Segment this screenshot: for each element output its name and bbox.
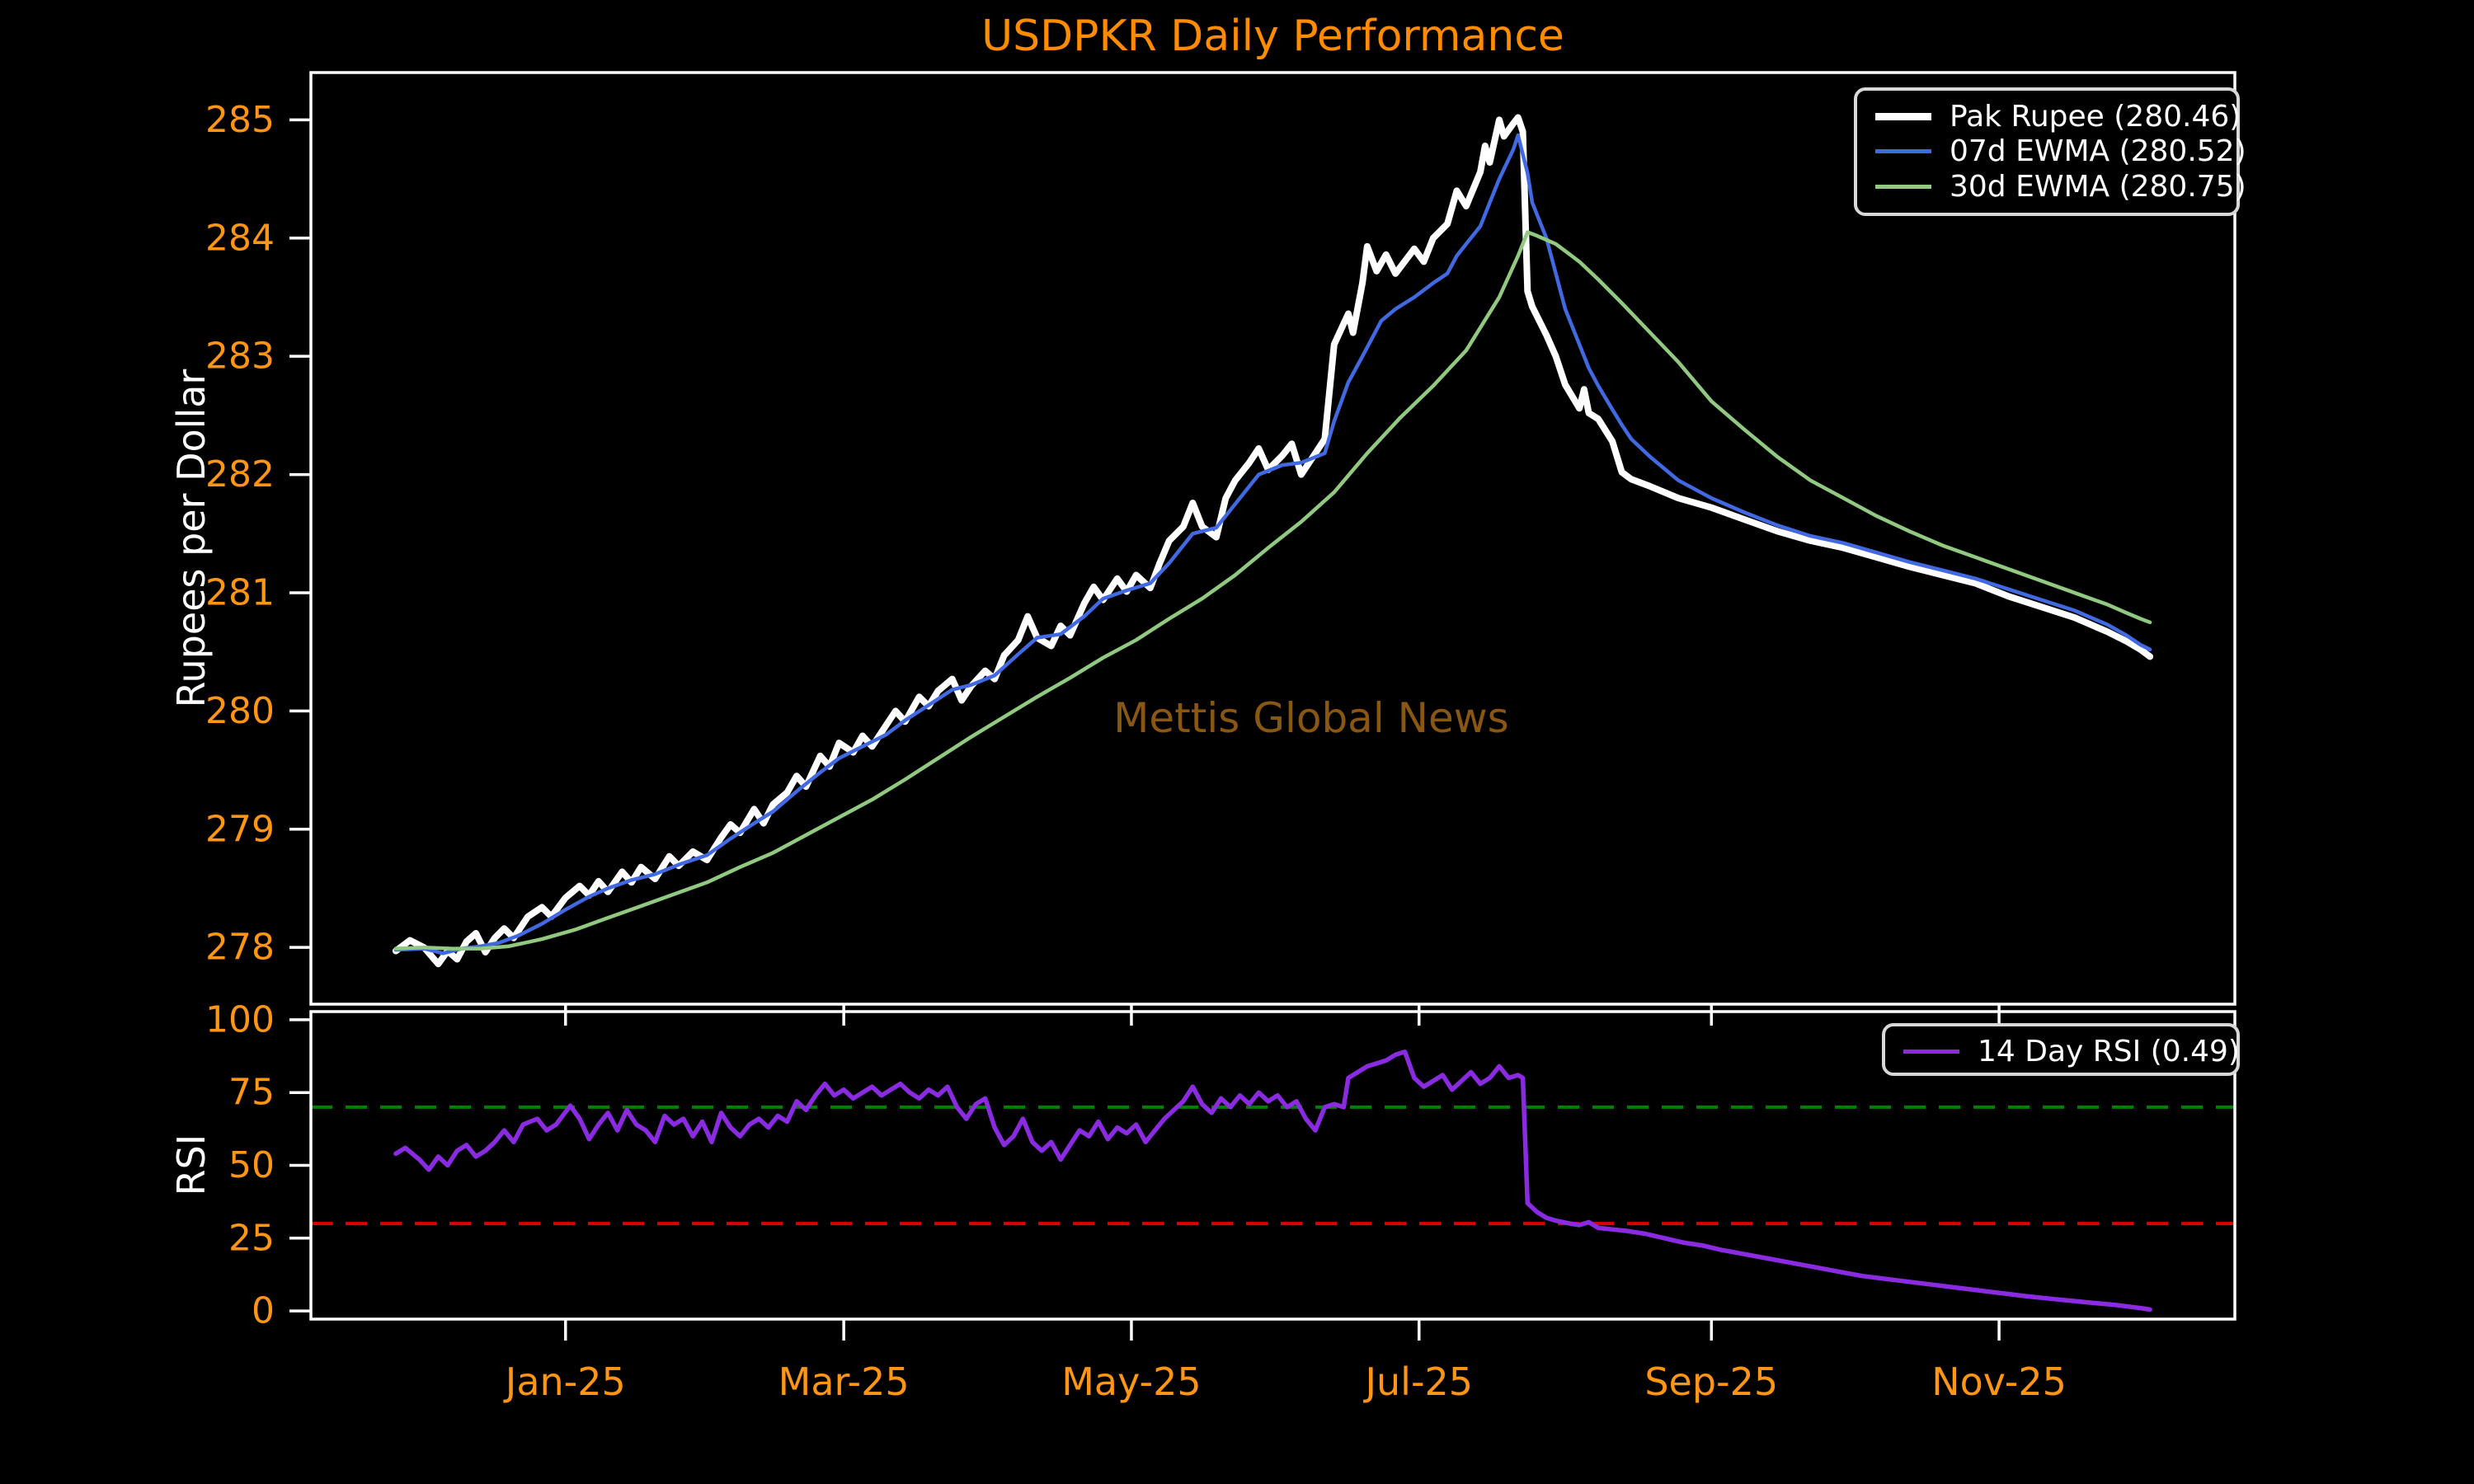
price-axis-title: Rupees per Dollar — [169, 369, 214, 708]
rsi-line-swatch — [1903, 1050, 1959, 1054]
watermark-text: Mettis Global News — [1113, 694, 1509, 742]
panel-spines — [309, 71, 2236, 1006]
x-tick-label: Jan-25 — [503, 1360, 626, 1404]
legend-item-ewma07: 07d EWMA (280.52) — [1875, 134, 2246, 168]
series-line-14-day-rsi — [393, 1049, 2152, 1313]
y-tick-label: 278 — [205, 927, 275, 969]
y-tick-label: 284 — [205, 217, 275, 259]
ewma07-line-swatch — [1875, 149, 1931, 154]
y-tick-label: 283 — [205, 336, 275, 378]
y-tick-label: 25 — [228, 1217, 275, 1259]
legend-label-ewma30: 30d EWMA (280.75) — [1950, 170, 2246, 204]
series-line-pak-rupee — [392, 114, 2154, 968]
pak-rupee-line-swatch — [1875, 112, 1931, 120]
y-tick-label: 0 — [252, 1290, 275, 1332]
y-tick-label: 75 — [228, 1072, 275, 1114]
y-tick-label: 279 — [205, 808, 275, 850]
series-line-07d-ewma — [393, 133, 2152, 956]
page-title: USDPKR Daily Performance — [981, 12, 1564, 61]
y-tick-label: 50 — [228, 1144, 275, 1186]
x-tick-label: Mar-25 — [778, 1360, 910, 1404]
panel-spines — [309, 1010, 2236, 1321]
x-tick-label: Sep-25 — [1644, 1360, 1778, 1404]
y-tick-label: 100 — [205, 998, 275, 1040]
series-line-30d-ewma — [393, 230, 2152, 951]
y-tick-label: 281 — [205, 571, 275, 613]
legend-item-rsi: 14 Day RSI (0.49) — [1903, 1035, 2240, 1068]
rsi-legend: 14 Day RSI (0.49) — [1882, 1023, 2240, 1076]
x-tick-label: Nov-25 — [1931, 1360, 2067, 1404]
ewma30-line-swatch — [1875, 185, 1931, 190]
legend-label-pak-rupee: Pak Rupee (280.46) — [1950, 99, 2241, 134]
legend-item-pak-rupee: Pak Rupee (280.46) — [1875, 100, 2241, 134]
y-tick-label: 282 — [205, 453, 275, 495]
rsi-axis-title: RSI — [169, 1134, 214, 1196]
legend-item-ewma30: 30d EWMA (280.75) — [1875, 170, 2246, 204]
y-tick-label: 285 — [205, 99, 275, 141]
legend-label-ewma07: 07d EWMA (280.52) — [1950, 134, 2246, 169]
y-tick-label: 280 — [205, 690, 275, 732]
legend-label-rsi: 14 Day RSI (0.49) — [1978, 1035, 2240, 1068]
price-legend: Pak Rupee (280.46) 07d EWMA (280.52) 30d… — [1854, 87, 2246, 216]
x-tick-label: May-25 — [1061, 1360, 1201, 1404]
x-tick-label: Jul-25 — [1362, 1360, 1473, 1404]
